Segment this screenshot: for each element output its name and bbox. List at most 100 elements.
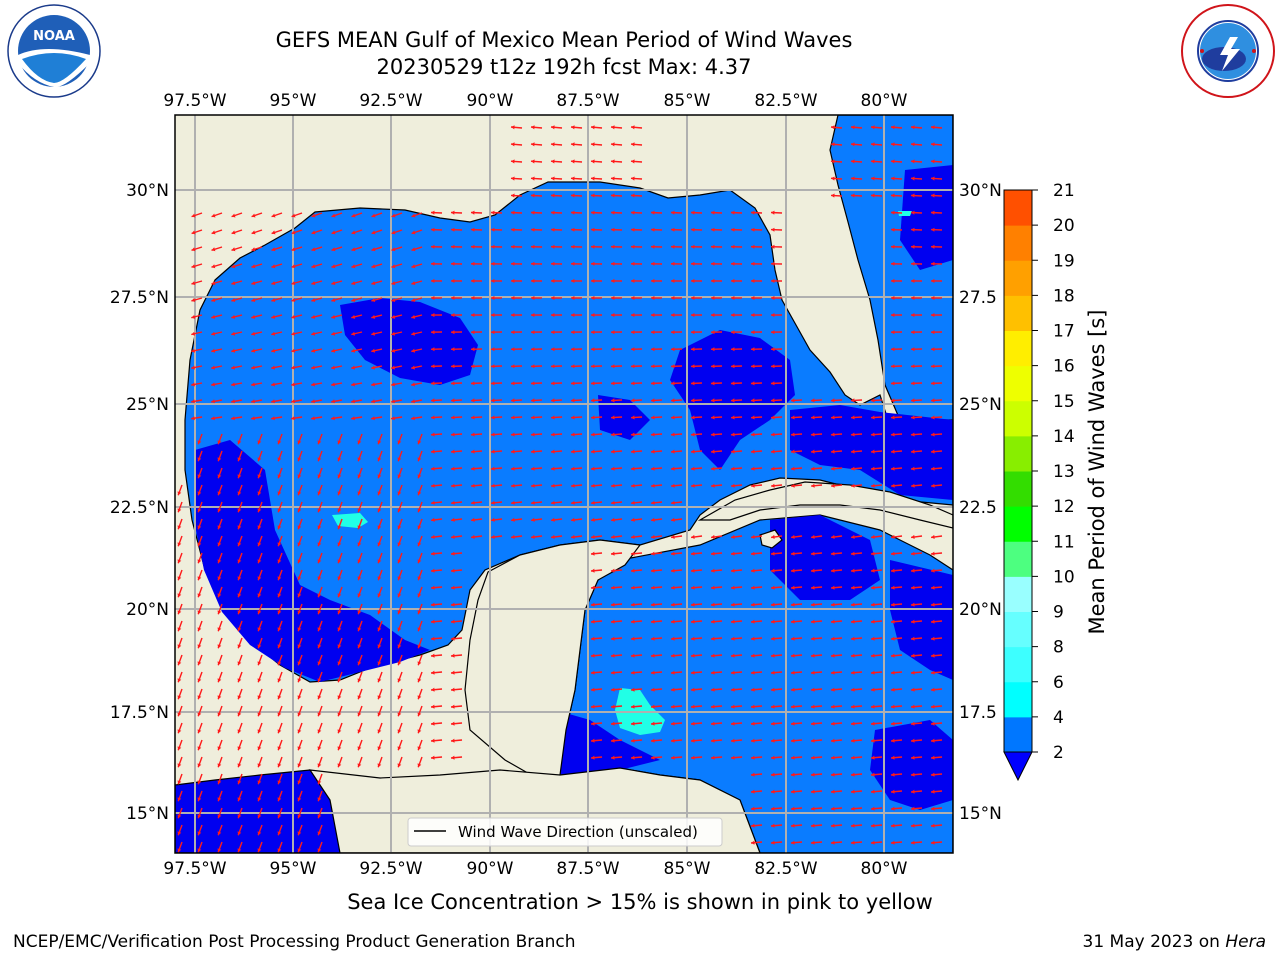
wind-wave-arrowhead xyxy=(257,474,262,479)
wind-wave-arrowhead xyxy=(871,159,875,164)
wind-wave-arrowhead xyxy=(511,313,515,318)
wind-wave-arrowhead xyxy=(231,314,236,319)
wind-wave-arrowhead xyxy=(271,298,276,302)
wind-wave-arrowhead xyxy=(691,278,695,283)
wind-wave-arrowhead xyxy=(491,449,495,454)
wind-wave-arrowhead xyxy=(297,474,302,479)
wind-wave-arrowhead xyxy=(751,295,755,301)
wind-wave-arrowhead xyxy=(731,483,735,488)
wind-wave-arrowhead xyxy=(471,483,475,488)
wind-wave-arrowhead xyxy=(371,399,375,404)
wind-wave-arrowhead xyxy=(311,264,316,269)
wind-wave-arrowhead xyxy=(471,466,475,471)
wind-wave-arrowhead xyxy=(377,746,382,751)
wind-wave-arrowhead xyxy=(531,432,535,437)
wind-wave-arrowhead xyxy=(397,593,402,598)
wind-wave-arrowhead xyxy=(891,313,895,318)
wind-wave-arrowhead xyxy=(331,416,335,421)
wind-wave-arrowhead xyxy=(397,542,402,547)
wind-wave-arrowhead xyxy=(931,636,935,641)
wind-wave-arrowhead xyxy=(831,432,835,437)
wind-wave-arrowhead xyxy=(531,261,535,266)
wind-wave-arrowhead xyxy=(671,517,675,522)
wind-wave-arrowhead xyxy=(491,364,495,369)
wind-wave-arrowhead xyxy=(931,364,935,369)
wind-wave-arrowhead xyxy=(771,330,775,335)
wind-wave-arrowhead xyxy=(551,415,555,420)
wind-wave-arrowhead xyxy=(371,281,376,286)
wind-wave-arrowhead xyxy=(651,398,655,403)
wind-wave-arrowhead xyxy=(691,466,695,471)
wind-wave-arrowhead xyxy=(651,721,655,726)
wind-wave-arrowhead xyxy=(791,534,795,539)
wind-wave-arrowhead xyxy=(731,670,735,675)
wind-wave-arrowhead xyxy=(731,602,735,607)
wind-wave-arrowhead xyxy=(271,264,276,269)
wind-wave-arrowhead xyxy=(371,213,376,218)
lon-label: 97.5°W xyxy=(163,859,226,879)
wind-wave-arrowhead xyxy=(237,814,242,819)
wind-wave-arrowhead xyxy=(277,610,282,615)
wind-wave-arrowhead xyxy=(177,491,182,496)
wind-wave-arrowhead xyxy=(277,491,282,496)
wind-wave-arrowhead xyxy=(351,348,356,353)
wind-wave-arrowhead xyxy=(911,619,915,624)
wind-wave-arrowhead xyxy=(377,729,382,734)
wind-wave-arrowhead xyxy=(431,330,435,335)
wind-wave-arrowhead xyxy=(791,687,795,692)
colorbar-segment xyxy=(1004,400,1032,437)
wind-wave-arrowhead xyxy=(331,331,336,336)
wind-wave-arrowhead xyxy=(357,610,362,615)
wind-wave-arrowhead xyxy=(891,330,895,335)
wind-wave-arrowhead xyxy=(631,670,635,675)
wind-wave-arrowhead xyxy=(217,491,222,496)
wind-wave-arrowhead xyxy=(691,261,695,266)
wind-wave-arrowhead xyxy=(531,466,535,471)
wind-wave-arrowhead xyxy=(431,585,435,590)
wind-wave-arrowhead xyxy=(791,398,795,403)
wind-wave-arrowhead xyxy=(297,797,302,802)
wind-wave-arrowhead xyxy=(731,738,735,743)
wind-wave-arrowhead xyxy=(511,449,515,454)
wind-wave-arrowhead xyxy=(431,670,435,675)
wind-wave-arrowhead xyxy=(631,653,635,658)
wind-wave-arrowhead xyxy=(397,661,402,666)
wind-wave-arrowhead xyxy=(911,244,915,249)
footer-credit: NCEP/EMC/Verification Post Processing Pr… xyxy=(13,932,576,952)
wind-wave-arrowhead xyxy=(197,508,202,513)
wind-wave-arrowhead xyxy=(831,534,835,539)
wind-wave-arrowhead xyxy=(417,712,422,717)
colorbar-segment xyxy=(1004,611,1032,648)
wind-wave-arrowhead xyxy=(571,466,575,471)
wind-wave-arrowhead xyxy=(711,602,715,607)
wind-wave-arrowhead xyxy=(277,474,282,479)
wind-wave-arrowhead xyxy=(377,491,382,496)
wind-wave-arrowhead xyxy=(311,365,315,370)
wind-wave-arrowhead xyxy=(217,576,222,581)
wind-wave-arrowhead xyxy=(197,593,202,598)
wind-wave-arrowhead xyxy=(451,619,455,624)
wind-wave-arrowhead xyxy=(451,295,455,301)
wind-wave-arrowhead xyxy=(931,176,935,181)
wind-wave-arrowhead xyxy=(357,559,362,564)
wind-wave-arrowhead xyxy=(551,432,555,437)
wind-wave-arrowhead xyxy=(591,653,595,658)
wind-wave-arrowhead xyxy=(297,763,302,768)
wind-wave-arrowhead xyxy=(591,602,595,607)
wind-wave-arrowhead xyxy=(311,298,316,302)
wind-wave-arrowhead xyxy=(337,457,342,462)
wind-wave-arrowhead xyxy=(291,416,295,421)
wind-wave-arrowhead xyxy=(411,298,416,302)
wind-wave-arrowhead xyxy=(371,331,376,336)
colorbar-tick-label: 11 xyxy=(1053,532,1075,552)
wind-wave-arrowhead xyxy=(731,330,735,335)
wind-wave-arrowhead xyxy=(651,568,655,573)
noaa-logo: NOAA xyxy=(4,3,104,99)
wind-wave-arrowhead xyxy=(191,348,196,353)
wind-wave-arrowhead xyxy=(511,278,515,283)
lon-label: 97.5°W xyxy=(163,91,226,111)
wind-wave-arrowhead xyxy=(671,704,675,709)
wind-wave-arrowhead xyxy=(317,746,322,751)
wind-wave-arrowhead xyxy=(217,712,222,717)
wind-wave-arrowhead xyxy=(317,542,322,547)
